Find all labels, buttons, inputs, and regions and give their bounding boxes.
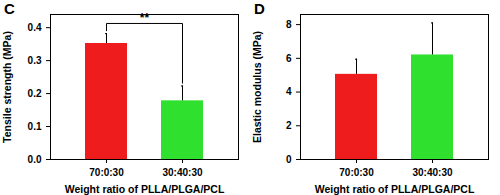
svg-text:30:40:30: 30:40:30 — [162, 167, 202, 178]
svg-text:0.3: 0.3 — [28, 55, 42, 66]
svg-text:8: 8 — [286, 19, 292, 30]
svg-text:Weight ratio of PLLA/PLGA/PCL: Weight ratio of PLLA/PLGA/PCL — [315, 183, 475, 195]
svg-text:Weight ratio of PLLA/PLGA/PCL: Weight ratio of PLLA/PLGA/PCL — [65, 183, 225, 195]
svg-text:70:0:30: 70:0:30 — [89, 167, 124, 178]
svg-text:Elastic modulus (MPa): Elastic modulus (MPa) — [251, 31, 263, 143]
svg-text:2: 2 — [286, 120, 292, 131]
svg-text:0: 0 — [286, 154, 292, 165]
svg-text:6: 6 — [286, 53, 292, 64]
svg-text:**: ** — [140, 11, 150, 25]
svg-text:0.2: 0.2 — [28, 88, 42, 99]
svg-text:0.4: 0.4 — [28, 22, 42, 33]
svg-text:0.0: 0.0 — [28, 154, 42, 165]
html-text:D: D — [254, 0, 265, 17]
svg-text:Tensile strength (MPa): Tensile strength (MPa) — [1, 31, 13, 143]
html-text:C: C — [4, 0, 15, 17]
svg-text:4: 4 — [286, 86, 292, 97]
svg-text:0.1: 0.1 — [28, 121, 42, 132]
svg-text:30:40:30: 30:40:30 — [412, 167, 452, 178]
svg-text:70:0:30: 70:0:30 — [339, 167, 374, 178]
